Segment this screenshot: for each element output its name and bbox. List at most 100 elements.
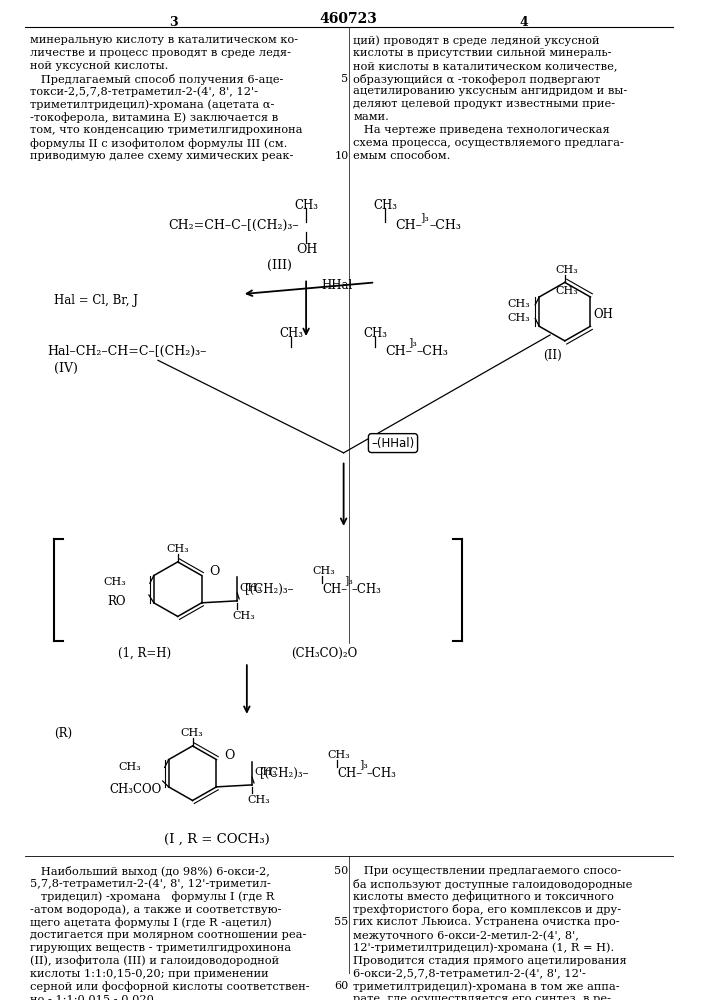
Text: CH₃: CH₃ xyxy=(327,750,350,760)
Text: CH₃: CH₃ xyxy=(312,566,335,576)
Text: кислоты 1:1:0,15-0,20; при применении: кислоты 1:1:0,15-0,20; при применении xyxy=(30,969,268,979)
Text: CH–: CH– xyxy=(385,345,412,358)
Text: 50: 50 xyxy=(334,866,349,876)
Text: CH₃: CH₃ xyxy=(555,286,578,296)
Text: гих кислот Льюиса. Устранена очистка про-: гих кислот Льюиса. Устранена очистка про… xyxy=(354,917,620,927)
Text: ]₃: ]₃ xyxy=(408,337,416,347)
Text: CH₃: CH₃ xyxy=(247,795,270,805)
Text: OH: OH xyxy=(296,243,317,256)
Text: (II), изофитола (III) и галоидоводородной: (II), изофитола (III) и галоидоводородно… xyxy=(30,956,279,966)
Text: CH₃: CH₃ xyxy=(279,327,303,340)
Text: 5: 5 xyxy=(341,74,349,84)
Text: емым способом.: емым способом. xyxy=(354,151,451,161)
Text: CH₃: CH₃ xyxy=(363,327,387,340)
Text: ной уксусной кислоты.: ной уксусной кислоты. xyxy=(30,61,168,71)
Text: межуточного 6-окси-2-метил-2-(4', 8',: межуточного 6-окси-2-метил-2-(4', 8', xyxy=(354,930,579,941)
Text: –CH₃: –CH₃ xyxy=(416,345,448,358)
Text: CH₃: CH₃ xyxy=(508,299,530,309)
Text: приводимую далее схему химических реак-: приводимую далее схему химических реак- xyxy=(30,151,293,161)
Text: На чертеже приведена технологическая: На чертеже приведена технологическая xyxy=(354,125,610,135)
Text: CH₃: CH₃ xyxy=(555,265,578,275)
Text: 60: 60 xyxy=(334,981,349,991)
Text: достигается при молярном соотношении реа-: достигается при молярном соотношении реа… xyxy=(30,930,306,940)
Text: CH₃: CH₃ xyxy=(166,544,189,554)
Text: ]₃: ]₃ xyxy=(358,760,368,770)
Text: (R): (R) xyxy=(54,726,72,739)
Text: CH₃: CH₃ xyxy=(254,767,276,777)
Text: ной кислоты в каталитическом количестве,: ной кислоты в каталитическом количестве, xyxy=(354,61,618,71)
Text: 460723: 460723 xyxy=(320,12,378,26)
Text: мами.: мами. xyxy=(354,112,390,122)
Text: CH₃: CH₃ xyxy=(103,577,126,587)
Text: схема процесса, осуществляемого предлага-: схема процесса, осуществляемого предлага… xyxy=(354,138,624,148)
Text: (CH₃CO)₂O: (CH₃CO)₂O xyxy=(291,647,358,660)
Text: (1, R=H): (1, R=H) xyxy=(119,647,172,660)
Text: деляют целевой продукт известными прие-: деляют целевой продукт известными прие- xyxy=(354,99,616,109)
Text: CH–: CH– xyxy=(337,767,362,780)
Text: 4: 4 xyxy=(519,16,527,29)
Text: Проводится стадия прямого ацетилирования: Проводится стадия прямого ацетилирования xyxy=(354,956,627,966)
Text: CH–: CH– xyxy=(395,219,422,232)
Text: RO: RO xyxy=(107,595,126,608)
Text: 55: 55 xyxy=(334,917,349,927)
Text: CH₂=CH–C–[(CH₂)₃–: CH₂=CH–C–[(CH₂)₃– xyxy=(168,219,298,232)
Text: -токоферола, витамина Е) заключается в: -токоферола, витамина Е) заключается в xyxy=(30,112,278,123)
Text: CH₃: CH₃ xyxy=(239,583,262,593)
Text: 3: 3 xyxy=(170,16,178,29)
Text: личестве и процесс проводят в среде ледя-: личестве и процесс проводят в среде ледя… xyxy=(30,48,291,58)
Text: ба используют доступные галоидоводородные: ба используют доступные галоидоводородны… xyxy=(354,879,633,890)
Text: CH₃: CH₃ xyxy=(294,199,318,212)
Text: Предлагаемый способ получения 6-аце-: Предлагаемый способ получения 6-аце- xyxy=(30,74,283,85)
Text: щего ацетата формулы I (где R -ацетил): щего ацетата формулы I (где R -ацетил) xyxy=(30,917,271,928)
Text: (III): (III) xyxy=(267,259,291,272)
Text: CH₃: CH₃ xyxy=(233,611,255,621)
Text: ацетилированию уксусным ангидридом и вы-: ацетилированию уксусным ангидридом и вы- xyxy=(354,86,628,96)
Text: триметилтридецил)-хромана (ацетата α-: триметилтридецил)-хромана (ацетата α- xyxy=(30,99,274,110)
Text: ций) проводят в среде ледяной уксусной: ций) проводят в среде ледяной уксусной xyxy=(354,35,600,46)
Text: гирующих веществ - триметилгидрохинона: гирующих веществ - триметилгидрохинона xyxy=(30,943,291,953)
Text: минеральную кислоту в каталитическом ко-: минеральную кислоту в каталитическом ко- xyxy=(30,35,298,45)
Text: (II): (II) xyxy=(544,349,562,362)
Text: CH₃COO: CH₃COO xyxy=(110,783,162,796)
Text: –CH₃: –CH₃ xyxy=(430,219,462,232)
Text: токси-2,5,7,8-тетраметил-2-(4', 8', 12'-: токси-2,5,7,8-тетраметил-2-(4', 8', 12'- xyxy=(30,86,257,97)
Text: триметилтридецил)-хромана в том же аппа-: триметилтридецил)-хромана в том же аппа- xyxy=(354,981,620,992)
Text: рате, где осуществляется его синтез, в ре-: рате, где осуществляется его синтез, в р… xyxy=(354,994,612,1000)
Text: При осуществлении предлагаемого спосо-: При осуществлении предлагаемого спосо- xyxy=(354,866,621,876)
Text: 10: 10 xyxy=(334,151,349,161)
Text: CH₃: CH₃ xyxy=(508,313,530,323)
Text: кислоты вместо дефицитного и токсичного: кислоты вместо дефицитного и токсичного xyxy=(354,891,614,902)
Text: -атом водорода), а также и соответствую-: -атом водорода), а также и соответствую- xyxy=(30,904,281,915)
Text: трехфтористого бора, его комплексов и дру-: трехфтористого бора, его комплексов и др… xyxy=(354,904,621,915)
Text: Hal = Cl, Br, J: Hal = Cl, Br, J xyxy=(54,294,139,307)
Text: (IV): (IV) xyxy=(54,362,78,375)
Text: HHal: HHal xyxy=(321,279,352,292)
Text: 12'-триметилтридецил)-хромана (1, R = H).: 12'-триметилтридецил)-хромана (1, R = H)… xyxy=(354,943,615,953)
Text: тридецил) -хромана   формулы I (где R: тридецил) -хромана формулы I (где R xyxy=(30,891,274,902)
Text: CH–: CH– xyxy=(322,583,347,596)
Text: CH₃: CH₃ xyxy=(181,728,204,738)
Text: серной или фосфорной кислоты соответствен-: серной или фосфорной кислоты соответстве… xyxy=(30,981,309,992)
Text: Hal–CH₂–CH=C–[(CH₂)₃–: Hal–CH₂–CH=C–[(CH₂)₃– xyxy=(47,345,206,358)
Text: O: O xyxy=(209,565,220,578)
Text: ]₃: ]₃ xyxy=(344,576,353,586)
Text: ]₃: ]₃ xyxy=(420,212,428,222)
Text: –CH₃: –CH₃ xyxy=(366,767,397,780)
Text: –CH₃: –CH₃ xyxy=(352,583,382,596)
Text: кислоты в присутствии сильной минераль-: кислоты в присутствии сильной минераль- xyxy=(354,48,612,58)
Text: образующийся α -токоферол подвергают: образующийся α -токоферол подвергают xyxy=(354,74,601,85)
Text: 6-окси-2,5,7,8-тетраметил-2-(4', 8', 12'-: 6-окси-2,5,7,8-тетраметил-2-(4', 8', 12'… xyxy=(354,969,586,979)
Text: 5,7,8-тетраметил-2-(4', 8', 12'-триметил-: 5,7,8-тетраметил-2-(4', 8', 12'-триметил… xyxy=(30,879,271,889)
Text: CH₃: CH₃ xyxy=(118,762,141,772)
Text: Наибольший выход (до 98%) 6-окси-2,: Наибольший выход (до 98%) 6-окси-2, xyxy=(30,866,269,877)
Text: [(CH₂)₃–: [(CH₂)₃– xyxy=(260,767,308,780)
Text: формулы II с изофитолом формулы III (см.: формулы II с изофитолом формулы III (см. xyxy=(30,138,287,149)
Text: O: O xyxy=(224,749,235,762)
Text: том, что конденсацию триметилгидрохинона: том, что конденсацию триметилгидрохинона xyxy=(30,125,302,135)
Text: но - 1:1:0,015 - 0,020.: но - 1:1:0,015 - 0,020. xyxy=(30,994,157,1000)
Text: [(CH₂)₃–: [(CH₂)₃– xyxy=(245,583,293,596)
Text: –(HHal): –(HHal) xyxy=(371,437,414,450)
Text: CH₃: CH₃ xyxy=(373,199,397,212)
Text: OH: OH xyxy=(593,308,613,321)
Text: (I , R = COCH₃): (I , R = COCH₃) xyxy=(164,833,270,846)
